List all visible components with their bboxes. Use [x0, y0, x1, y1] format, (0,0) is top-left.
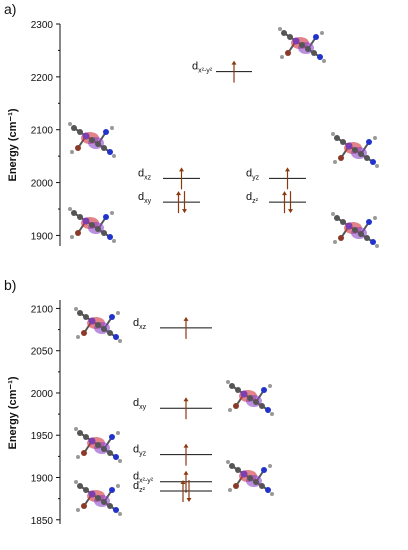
electron-spin-down-arrow: [182, 191, 187, 214]
y-tick-label: 2000: [31, 389, 54, 400]
molecule-orbital-image: [73, 479, 123, 517]
orbital-label: dxy: [138, 191, 152, 205]
molecule-orbital-image: [225, 379, 275, 417]
y-tick-label: 2050: [31, 347, 54, 358]
electron-spin-up-arrow: [183, 316, 189, 339]
y-tick-label: 2000: [31, 179, 54, 190]
molecule-orbital-image: [330, 131, 380, 169]
orbital-label: dyz: [246, 167, 260, 181]
electron-spin-up-arrow: [180, 480, 186, 503]
panel-a-ylabel: Energy (cm⁻¹): [7, 108, 19, 181]
orbital-label: dz²: [133, 480, 146, 494]
molecule-orbital-image: [225, 459, 275, 497]
y-tick-label: 1900: [31, 474, 54, 485]
orbital-label: dx²-y²: [133, 471, 154, 485]
panel-a-ticks: 1900 2000 2100 2200 2300: [31, 20, 60, 242]
electron-spin-up-arrow: [183, 443, 189, 466]
panel-b: b) Energy (cm⁻¹) 1850 1900 1950 2000 2050 210…: [4, 277, 275, 527]
orbital-label: dx²-y²: [192, 61, 213, 75]
electron-spin-up-arrow: [231, 60, 237, 83]
y-tick-label: 2100: [31, 304, 54, 315]
molecule-orbital-image: [73, 306, 123, 344]
orbital-label: dxy: [133, 397, 147, 411]
molecule-orbital-image: [330, 211, 380, 249]
panel-a-label: a): [4, 1, 16, 17]
panel-a-molecule-images: [67, 26, 380, 249]
y-tick-label: 2300: [31, 20, 54, 31]
electron-spin-up-arrow: [183, 397, 189, 420]
electron-spin-down-arrow: [288, 191, 293, 214]
orbital-label: dxz: [138, 167, 152, 181]
electron-spin-down-arrow: [186, 480, 192, 503]
energy-level: dyz: [246, 167, 306, 190]
energy-level: dz²: [133, 480, 212, 503]
panel-a: a) Energy (cm⁻¹) 1900 2000 2100 2200 2300 dx…: [4, 1, 380, 249]
orbital-label: dxz: [133, 317, 147, 331]
energy-level: dz²: [246, 191, 306, 214]
panel-b-ticks: 1850 1900 1950 2000 2050 2100: [31, 304, 60, 527]
y-tick-label: 1950: [31, 431, 54, 442]
energy-level: dxz: [133, 316, 212, 339]
y-tick-label: 1900: [31, 231, 54, 242]
panel-b-label: b): [4, 277, 16, 293]
energy-level: dxz: [138, 167, 200, 190]
molecule-orbital-image: [67, 121, 117, 159]
panel-b-molecule-images: [73, 306, 275, 517]
energy-level: dx²-y²: [192, 61, 252, 83]
electron-spin-up-arrow: [183, 470, 189, 493]
electron-spin-up-arrow: [285, 167, 290, 190]
panel-b-ylabel: Energy (cm⁻¹): [7, 376, 19, 449]
y-tick-label: 2200: [31, 73, 54, 84]
molecule-orbital-image: [67, 206, 117, 244]
panel-a-levels: dx²-y² dxz dyz dxy dz²: [138, 61, 306, 214]
electron-spin-up-arrow: [282, 191, 287, 214]
y-tick-label: 2100: [31, 126, 54, 137]
energy-level: dyz: [133, 443, 212, 466]
energy-level: dxy: [133, 397, 212, 420]
molecule-orbital-image: [73, 426, 123, 464]
electron-spin-up-arrow: [179, 167, 184, 190]
energy-level: dx²-y²: [133, 470, 212, 493]
orbital-label: dz²: [246, 191, 259, 205]
molecule-orbital-image: [277, 26, 327, 64]
energy-level: dxy: [138, 191, 200, 214]
y-tick-label: 1850: [31, 516, 54, 527]
electron-spin-up-arrow: [176, 191, 181, 214]
orbital-label: dyz: [133, 444, 147, 458]
